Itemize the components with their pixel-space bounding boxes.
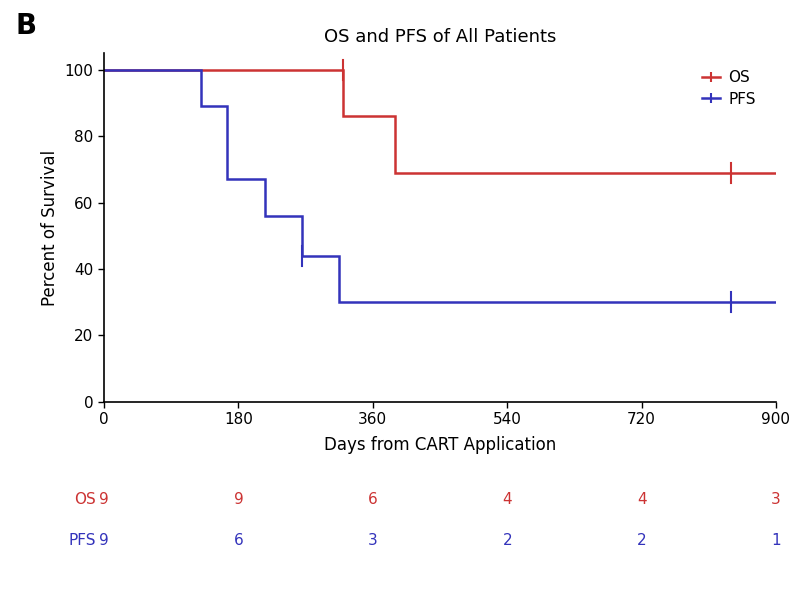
Text: 6: 6 (368, 492, 378, 507)
Legend: OS, PFS: OS, PFS (696, 64, 762, 113)
Y-axis label: Percent of Survival: Percent of Survival (41, 150, 59, 306)
Text: PFS: PFS (69, 533, 96, 548)
Text: B: B (16, 12, 37, 40)
Text: 3: 3 (368, 533, 378, 548)
Text: 2: 2 (502, 533, 512, 548)
X-axis label: Days from CART Application: Days from CART Application (324, 436, 556, 454)
Text: 9: 9 (99, 533, 109, 548)
Text: 9: 9 (99, 492, 109, 507)
Text: 4: 4 (637, 492, 646, 507)
Text: 1: 1 (771, 533, 781, 548)
Title: OS and PFS of All Patients: OS and PFS of All Patients (324, 28, 556, 46)
Text: OS: OS (74, 492, 96, 507)
Text: 9: 9 (234, 492, 243, 507)
Text: 3: 3 (771, 492, 781, 507)
Text: 4: 4 (502, 492, 512, 507)
Text: 2: 2 (637, 533, 646, 548)
Text: 6: 6 (234, 533, 243, 548)
